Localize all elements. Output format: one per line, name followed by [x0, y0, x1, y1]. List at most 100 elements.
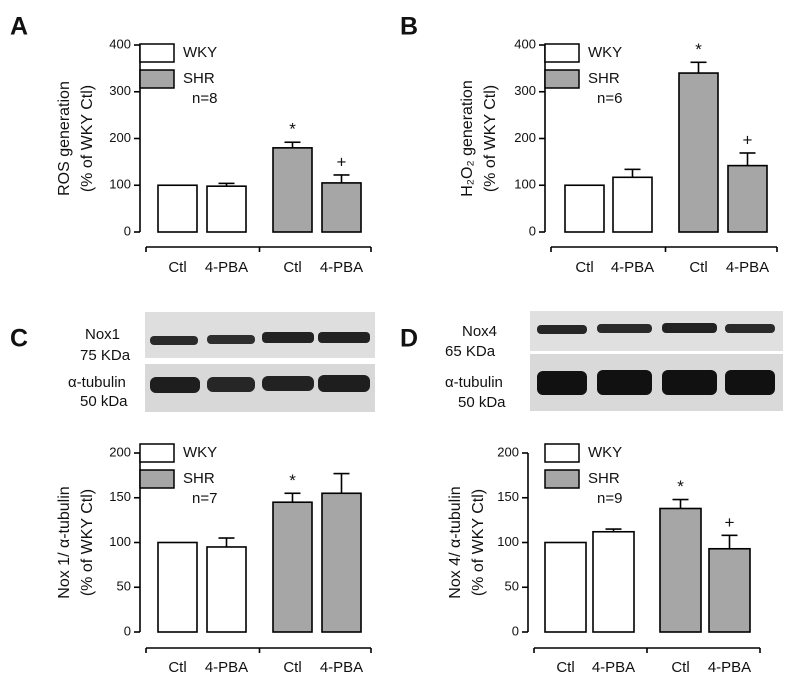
note: n=9	[597, 490, 622, 507]
significance: *	[695, 40, 702, 59]
blot-label: α-tubulin	[68, 374, 126, 391]
note: n=7	[192, 490, 217, 507]
y-tick-label: 200	[109, 130, 131, 145]
y-tick-label: 150	[109, 489, 131, 504]
panel: A ROS generation (% of WKY Ctl) 0 100 200 300 4…	[10, 13, 372, 276]
bar	[708, 547, 751, 633]
legend-label: SHR	[588, 470, 620, 487]
bar	[612, 176, 653, 233]
panel-label: A	[10, 13, 28, 41]
legend-label: SHR	[183, 70, 215, 87]
legend-label: WKY	[183, 44, 217, 61]
y-tick-label: 100	[109, 534, 131, 549]
x-tick-label: Ctl	[283, 659, 301, 676]
blot-label: 50 kDa	[80, 393, 128, 410]
legend-label: WKY	[588, 44, 622, 61]
bar	[206, 185, 247, 233]
x-tick-label: 4-PBA	[320, 659, 363, 676]
y-tick-label: 0	[529, 223, 536, 238]
x-tick-label: 4-PBA	[205, 659, 248, 676]
bar	[272, 501, 313, 633]
bar	[727, 164, 768, 233]
bar	[544, 541, 587, 633]
y-tick-label: 200	[497, 444, 519, 459]
significance: +	[725, 513, 735, 532]
y-axis-label: (% of WKY Ctl)	[79, 85, 96, 192]
y-axis-label: Nox 4/ α-tubulin	[447, 486, 464, 598]
bar	[272, 147, 313, 233]
blot-label: Nox4	[462, 323, 497, 340]
y-axis-label: Nox 1/ α-tubulin	[56, 486, 73, 598]
legend-swatch	[544, 69, 580, 89]
significance: *	[677, 477, 684, 496]
legend-label: SHR	[588, 70, 620, 87]
panel-label: D	[400, 325, 418, 353]
bar	[659, 507, 702, 633]
bar	[564, 184, 605, 233]
legend-swatch	[139, 443, 175, 463]
legend-label: SHR	[183, 470, 215, 487]
x-tick-label: Ctl	[556, 659, 574, 676]
significance: +	[743, 130, 753, 149]
bar	[206, 546, 247, 633]
legend-swatch	[139, 469, 175, 489]
blot-label: Nox1	[85, 326, 120, 343]
y-tick-label: 400	[514, 36, 536, 51]
legend-swatch	[544, 443, 580, 463]
y-tick-label: 300	[514, 83, 536, 98]
bar	[157, 541, 198, 633]
x-tick-label: 4-PBA	[708, 659, 751, 676]
x-tick-label: 4-PBA	[320, 259, 363, 276]
note: n=8	[192, 90, 217, 107]
legend-swatch	[544, 469, 580, 489]
x-tick-label: 4-PBA	[205, 259, 248, 276]
y-axis-label: (% of WKY Ctl)	[470, 489, 487, 596]
y-tick-label: 50	[505, 579, 519, 594]
legend-swatch	[139, 69, 175, 89]
x-tick-label: Ctl	[689, 259, 707, 276]
y-tick-label: 0	[124, 223, 131, 238]
x-tick-label: Ctl	[168, 259, 186, 276]
legend-swatch	[139, 43, 175, 63]
panel: B H₂O₂ generation (% of WKY Ctl) 0 100 200 300…	[400, 13, 778, 276]
y-axis-label: (% of WKY Ctl)	[79, 489, 96, 596]
blot-label: 75 KDa	[80, 347, 131, 364]
x-tick-label: 4-PBA	[611, 259, 654, 276]
y-tick-label: 0	[512, 623, 519, 638]
bar	[157, 184, 198, 233]
y-tick-label: 200	[109, 444, 131, 459]
significance: +	[337, 152, 347, 171]
panel-label: C	[10, 325, 28, 353]
x-tick-label: 4-PBA	[726, 259, 769, 276]
x-tick-label: Ctl	[575, 259, 593, 276]
y-axis-label: (% of WKY Ctl)	[482, 85, 499, 192]
bar	[321, 182, 362, 233]
y-tick-label: 150	[497, 489, 519, 504]
blot-d	[530, 311, 783, 411]
note: n=6	[597, 90, 622, 107]
legend-label: WKY	[588, 444, 622, 461]
y-axis-label: H₂O₂ generation	[459, 80, 476, 196]
x-tick-label: 4-PBA	[592, 659, 635, 676]
panel: D Nox 4/ α-tubulin (% of WKY Ctl) Nox4 65 KD…	[400, 323, 761, 676]
x-tick-label: Ctl	[283, 259, 301, 276]
x-tick-label: Ctl	[168, 659, 186, 676]
panel: C Nox 1/ α-tubulin (% of WKY Ctl) Nox1 75 KD…	[10, 325, 372, 676]
bar	[592, 530, 635, 633]
blot-label: 65 KDa	[445, 343, 496, 360]
blot-c	[145, 312, 375, 412]
y-axis-label: ROS generation	[56, 81, 73, 196]
significance: *	[289, 120, 296, 139]
significance: *	[289, 471, 296, 490]
y-tick-label: 100	[109, 177, 131, 192]
bar	[678, 72, 719, 233]
y-tick-label: 200	[514, 130, 536, 145]
y-tick-label: 400	[109, 36, 131, 51]
y-tick-label: 50	[117, 579, 131, 594]
bar	[321, 492, 362, 633]
legend-swatch	[544, 43, 580, 63]
blot-label: α-tubulin	[445, 374, 503, 391]
x-tick-label: Ctl	[671, 659, 689, 676]
y-tick-label: 100	[514, 177, 536, 192]
legend-label: WKY	[183, 444, 217, 461]
